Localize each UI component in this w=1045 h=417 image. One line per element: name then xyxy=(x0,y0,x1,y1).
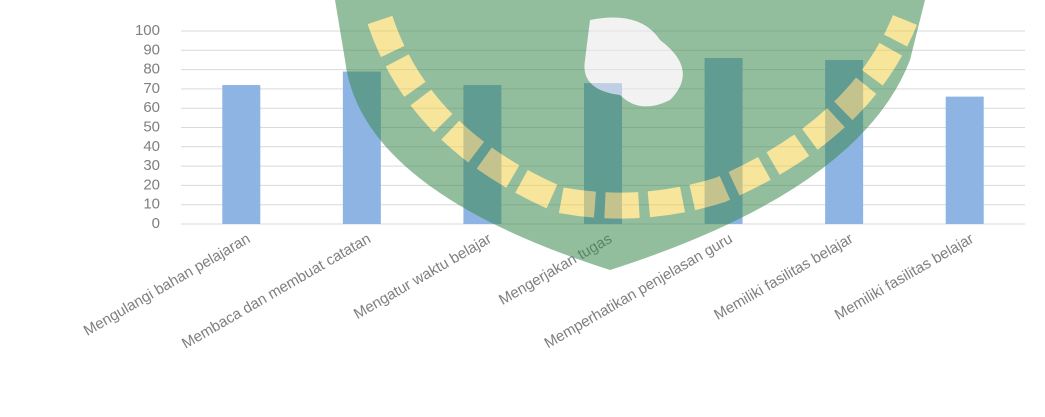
y-tick-label: 100 xyxy=(135,22,160,39)
y-tick-label: 10 xyxy=(143,196,160,213)
y-tick-label: 90 xyxy=(143,41,160,58)
x-tick-label: Membaca dan membuat catatan xyxy=(179,230,374,352)
y-tick-label: 70 xyxy=(143,80,160,97)
y-tick-label: 30 xyxy=(143,157,160,174)
y-tick-label: 20 xyxy=(143,176,160,193)
bar xyxy=(945,96,984,224)
y-tick-label: 50 xyxy=(143,118,160,135)
y-tick-label: 80 xyxy=(143,61,160,78)
y-tick-label: 0 xyxy=(152,215,160,232)
watermark xyxy=(335,0,925,270)
y-tick-label: 40 xyxy=(143,138,160,155)
bar xyxy=(222,85,261,224)
y-tick-label: 60 xyxy=(143,99,160,116)
